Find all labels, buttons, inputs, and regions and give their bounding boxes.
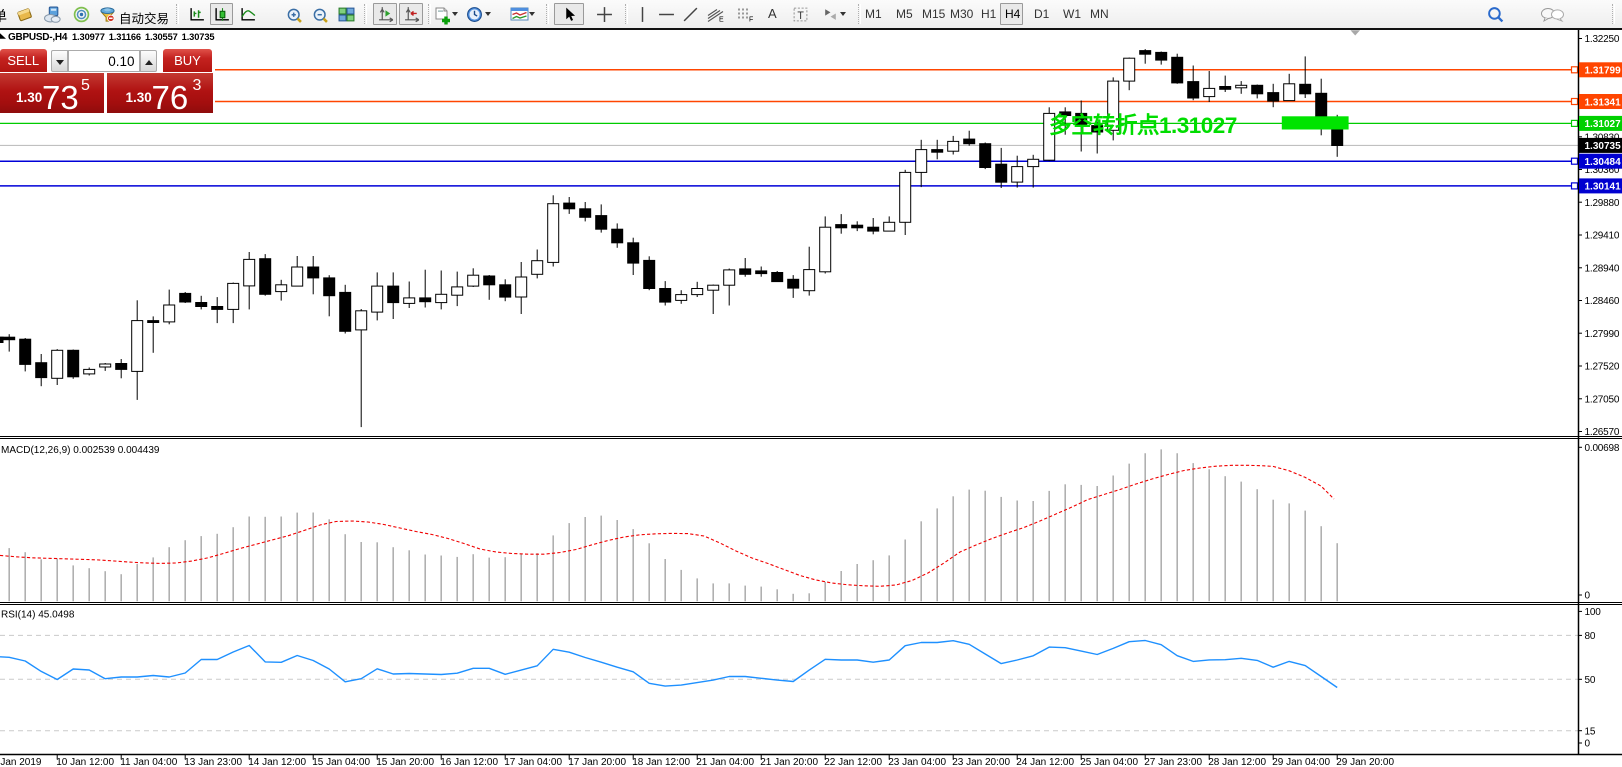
svg-text:29 Jan 20:00: 29 Jan 20:00: [1336, 757, 1394, 767]
svg-text:100: 100: [1585, 607, 1602, 618]
svg-text:1.27050: 1.27050: [1585, 394, 1620, 405]
svg-text:0: 0: [1585, 739, 1591, 750]
svg-text:RSI(14) 45.0498: RSI(14) 45.0498: [1, 610, 75, 621]
svg-text:28 Jan 12:00: 28 Jan 12:00: [1208, 757, 1266, 767]
svg-text:23 Jan 04:00: 23 Jan 04:00: [888, 757, 946, 767]
svg-text:10 Jan 12:00: 10 Jan 12:00: [56, 757, 114, 767]
svg-text:14 Jan 12:00: 14 Jan 12:00: [248, 757, 306, 767]
svg-text:15 Jan 20:00: 15 Jan 20:00: [376, 757, 434, 767]
svg-text:1.32250: 1.32250: [1585, 34, 1620, 45]
svg-text:1.30830: 1.30830: [1585, 132, 1620, 143]
svg-text:T: T: [797, 10, 804, 22]
svg-text:24 Jan 12:00: 24 Jan 12:00: [1016, 757, 1074, 767]
svg-text:1.26570: 1.26570: [1585, 427, 1620, 438]
svg-text:16 Jan 12:00: 16 Jan 12:00: [440, 757, 498, 767]
svg-text:1.30735: 1.30735: [1585, 141, 1622, 152]
svg-text:29 Jan 04:00: 29 Jan 04:00: [1272, 757, 1330, 767]
svg-text:17 Jan 04:00: 17 Jan 04:00: [504, 757, 562, 767]
svg-text:0.00698: 0.00698: [1585, 443, 1620, 454]
svg-text:13 Jan 23:00: 13 Jan 23:00: [184, 757, 242, 767]
svg-text:1.30360: 1.30360: [1585, 165, 1620, 176]
svg-text:1.30141: 1.30141: [1585, 182, 1622, 193]
svg-text:25 Jan 04:00: 25 Jan 04:00: [1080, 757, 1138, 767]
svg-text:1.30977 1.31166 1.30557 1.3073: 1.30977 1.31166 1.30557 1.30735: [72, 32, 214, 42]
svg-text:1.31027: 1.31027: [1585, 119, 1622, 130]
svg-text:18 Jan 12:00: 18 Jan 12:00: [632, 757, 690, 767]
svg-text:1.31341: 1.31341: [1585, 97, 1622, 108]
svg-text:1.29410: 1.29410: [1585, 231, 1620, 242]
svg-text:23 Jan 20:00: 23 Jan 20:00: [952, 757, 1010, 767]
svg-text:1.31799: 1.31799: [1585, 66, 1622, 77]
svg-text:1.30484: 1.30484: [1585, 157, 1622, 168]
svg-text:多空转折点1.31027: 多空转折点1.31027: [1049, 112, 1237, 138]
svg-text:27 Jan 23:00: 27 Jan 23:00: [1144, 757, 1202, 767]
svg-text:21 Jan 20:00: 21 Jan 20:00: [760, 757, 818, 767]
svg-text:1.28940: 1.28940: [1585, 263, 1620, 274]
svg-text:1.29880: 1.29880: [1585, 198, 1620, 209]
svg-text:80: 80: [1585, 631, 1596, 642]
svg-text:MACD(12,26,9) 0.002539 0.00443: MACD(12,26,9) 0.002539 0.004439: [1, 445, 160, 456]
svg-text:15 Jan 04:00: 15 Jan 04:00: [312, 757, 370, 767]
svg-text:E: E: [719, 17, 724, 24]
svg-text:50: 50: [1585, 675, 1596, 686]
svg-text:1.28460: 1.28460: [1585, 296, 1620, 307]
svg-text:9 Jan 2019: 9 Jan 2019: [0, 757, 42, 767]
svg-text:1.27990: 1.27990: [1585, 329, 1620, 340]
svg-text:11 Jan 04:00: 11 Jan 04:00: [120, 757, 178, 767]
svg-text:15: 15: [1585, 726, 1596, 737]
svg-text:0: 0: [1585, 591, 1591, 602]
svg-text:GBPUSD-,H4: GBPUSD-,H4: [8, 32, 68, 43]
svg-text:1.27520: 1.27520: [1585, 362, 1620, 373]
svg-text:21 Jan 04:00: 21 Jan 04:00: [696, 757, 754, 767]
svg-text:22 Jan 12:00: 22 Jan 12:00: [824, 757, 882, 767]
svg-text:17 Jan 20:00: 17 Jan 20:00: [568, 757, 626, 767]
svg-text:F: F: [749, 17, 753, 24]
